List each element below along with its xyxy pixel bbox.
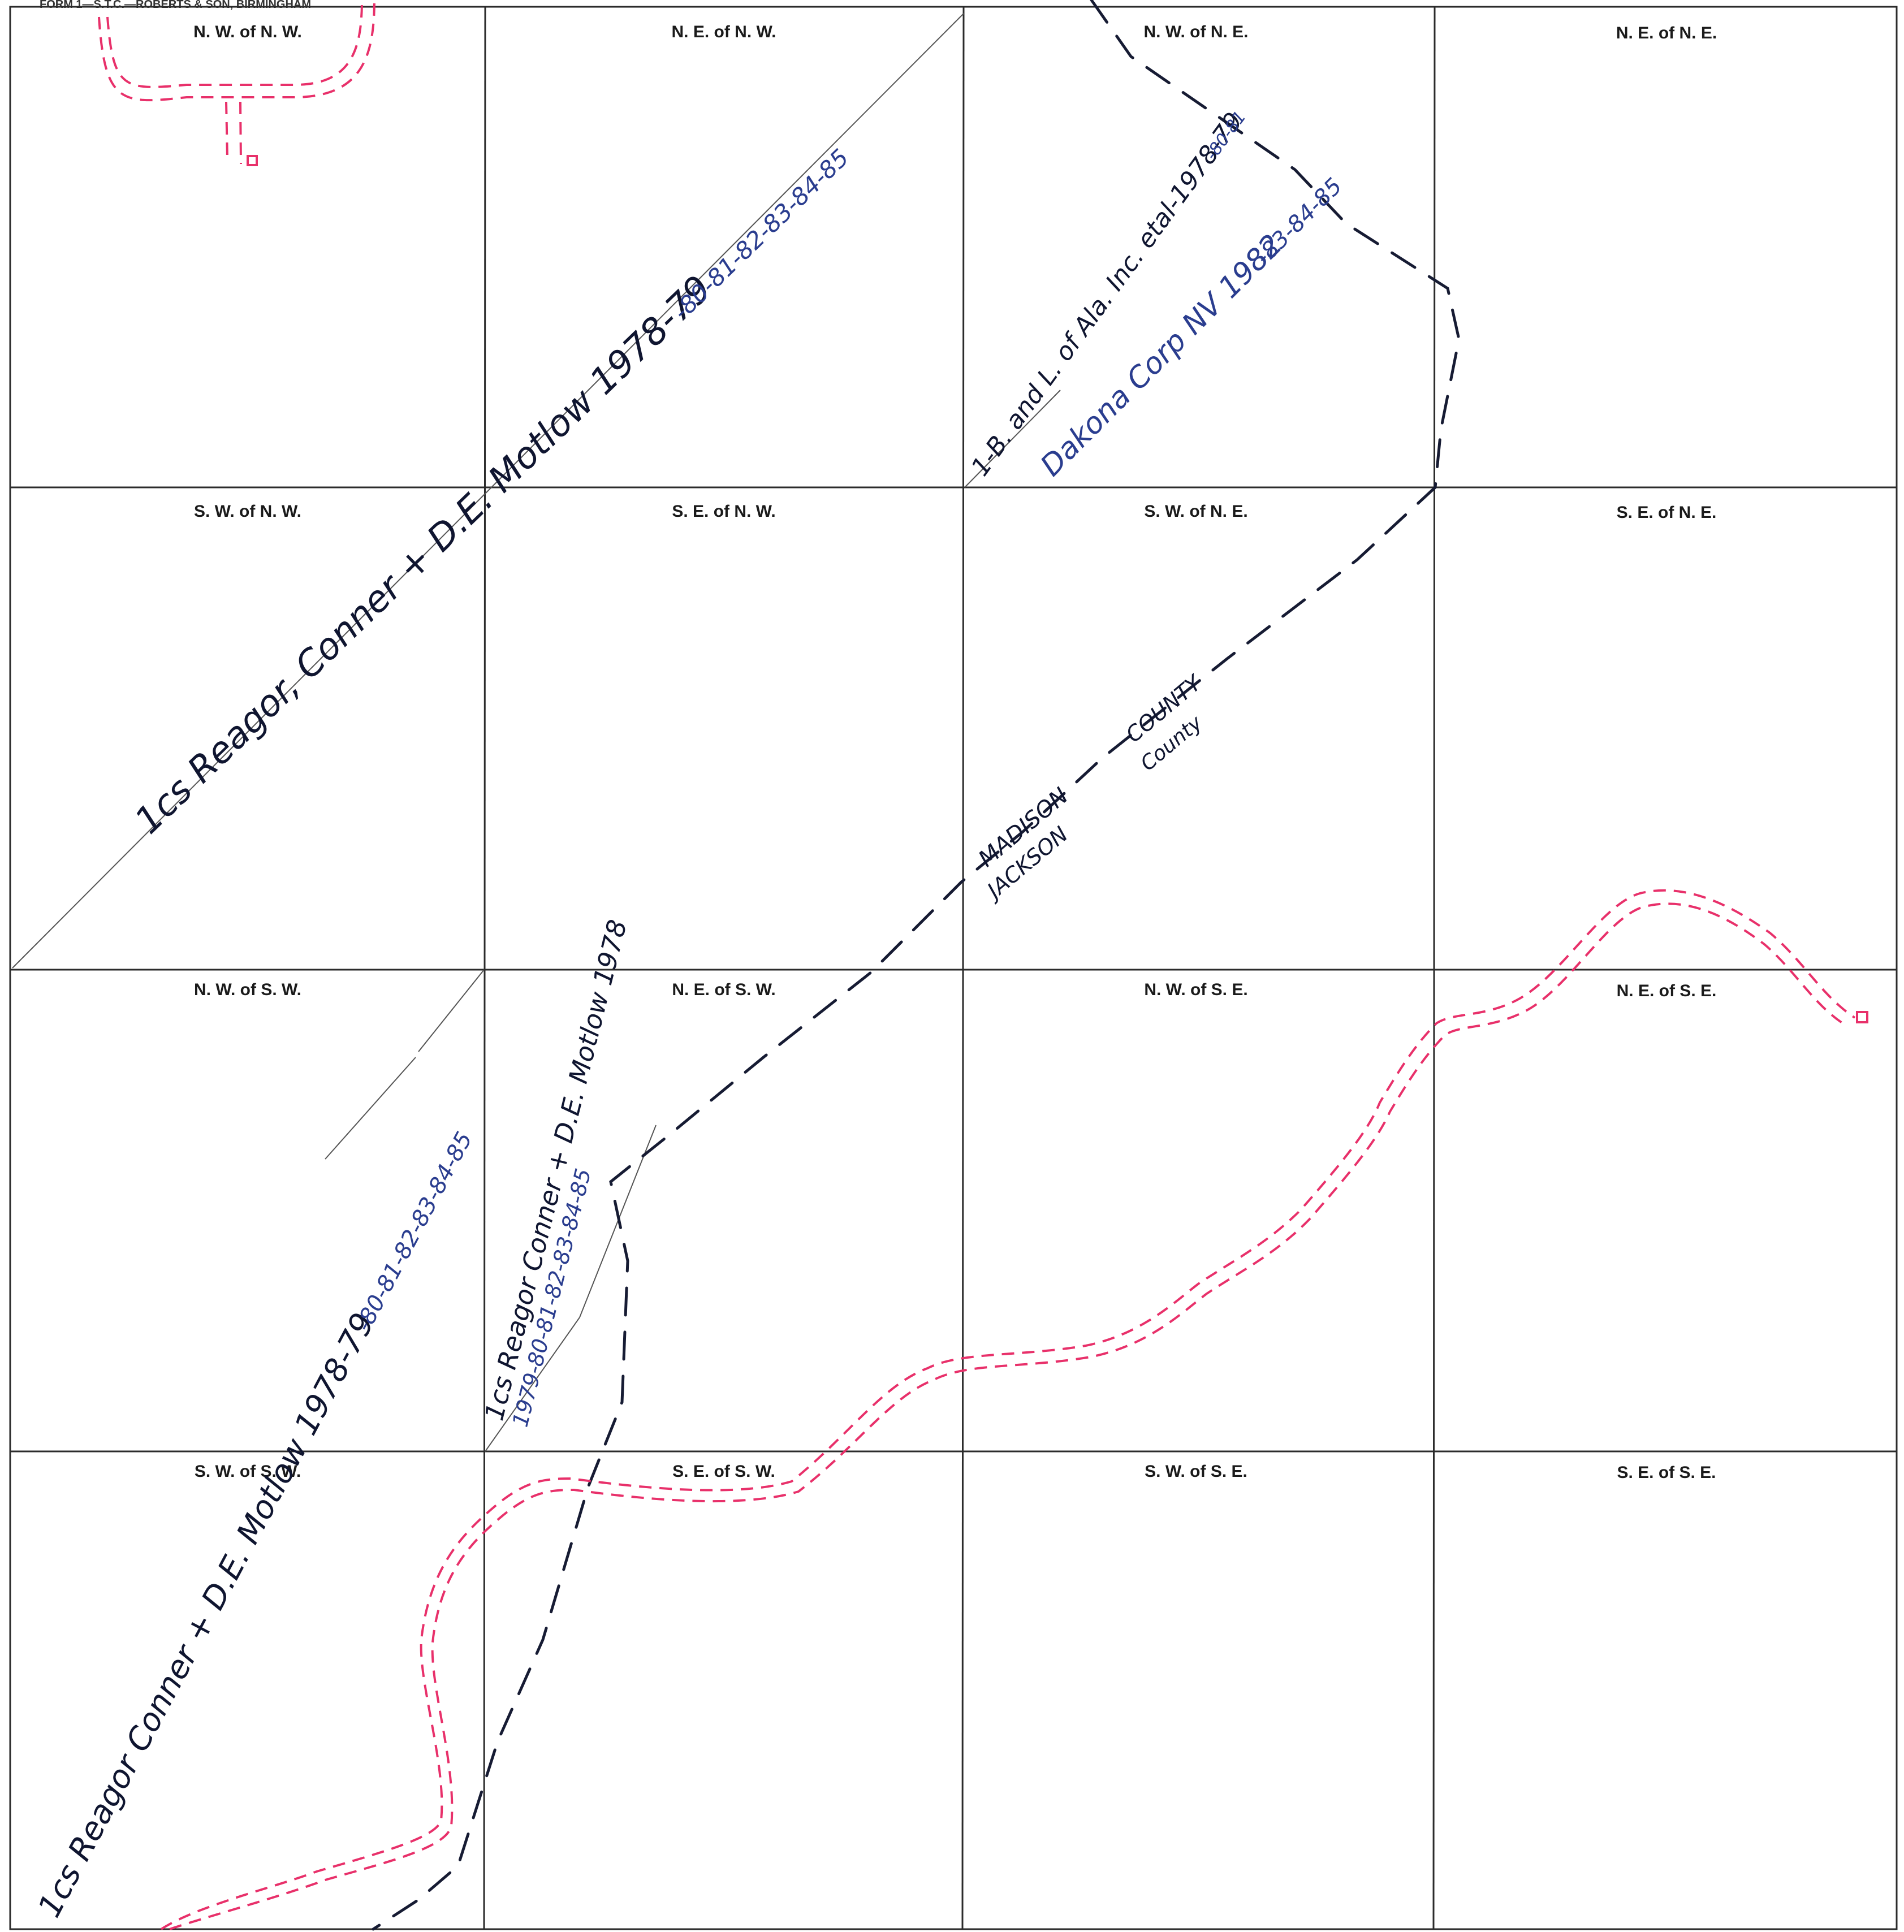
owner-3-text: 1cs Reagor Conner + D.E. Motlow 1978 [478, 917, 633, 1424]
county-labels: MADISON JACKSON COUNTY County [974, 669, 1207, 905]
cell-label-nw-nw: N. W. of N. W. [193, 23, 302, 41]
county-line [372, 0, 1461, 1931]
owner-4-text: 1cs Reagor Conner + D.E. Motlow 1978-79 [31, 1307, 382, 1924]
cell-label-ne-nw: N. E. of N. W. [672, 23, 776, 41]
annotation-owner-3: 1cs Reagor Conner + D.E. Motlow 1978 197… [478, 917, 633, 1429]
cell-label-se-nw: S. E. of N. W. [672, 502, 775, 521]
cell-labels: N. W. of N. W. N. E. of N. W. N. W. of N… [193, 23, 1717, 1482]
cell-label-sw-nw: S. W. of N. W. [194, 502, 301, 521]
owner-2-corp-years: -83-84-85 [1250, 173, 1347, 270]
owner-4-years: -80-81-82-83-84-85 [351, 1128, 478, 1336]
cell-label-nw-se: N. W. of S. E. [1144, 980, 1247, 999]
creek-endpoint-markers [247, 155, 1868, 1023]
cell-label-ne-se: N. E. of S. E. [1617, 982, 1717, 1000]
cell-label-nw-sw: N. W. of S. W. [194, 980, 301, 999]
cell-label-sw-ne: S. W. of N. E. [1144, 502, 1247, 521]
annotation-owner-1: 1cs Reagor, Conner + D.E. Motlow 1978-79… [127, 144, 854, 842]
form-header: FORM 1—S.T.C.—ROBERTS & SON, BIRMINGHAM [40, 0, 311, 11]
creek-lines [98, 0, 1856, 1930]
annotation-owner-4: 1cs Reagor Conner + D.E. Motlow 1978-79 … [31, 1128, 478, 1924]
cell-label-nw-ne: N. W. of N. E. [1144, 23, 1249, 41]
section-grid [9, 6, 1898, 1930]
cell-label-se-sw: S. E. of S. W. [672, 1462, 775, 1481]
cell-label-sw-se: S. W. of S. E. [1145, 1462, 1247, 1481]
cell-label-se-se: S. E. of S. E. [1617, 1463, 1716, 1482]
cell-label-sw-sw: S. W. of S. W. [195, 1462, 301, 1481]
cell-label-se-ne: S. E. of N. E. [1617, 503, 1717, 522]
owner-1-years: -80-81-82-83-84-85 [667, 144, 854, 325]
owner-1-text: 1cs Reagor, Conner + D.E. Motlow 1978-79 [127, 268, 720, 842]
cell-label-ne-ne: N. E. of N. E. [1616, 24, 1717, 42]
cell-label-ne-sw: N. E. of S. W. [672, 980, 775, 999]
